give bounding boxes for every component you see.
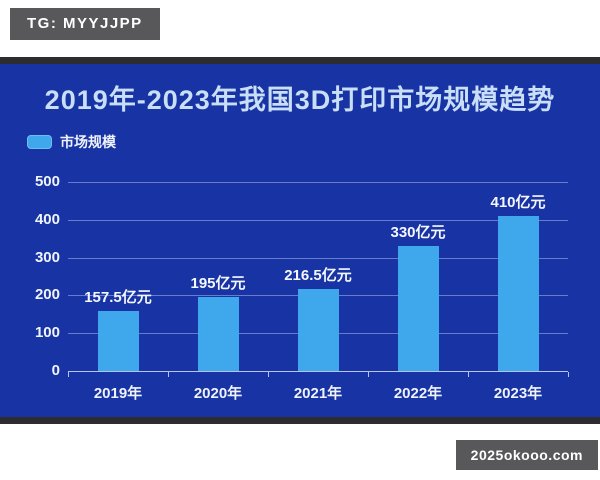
legend: 市场规模 — [27, 132, 116, 152]
chart-title: 2019年-2023年我国3D打印市场规模趋势 — [44, 85, 556, 115]
chart-panel: 2019年-2023年我国3D打印市场规模趋势 市场规模 — [0, 57, 600, 424]
legend-label: 市场规模 — [60, 134, 116, 150]
watermark-top-badge: TG: MYYJJPP — [10, 8, 160, 40]
legend-swatch-icon — [27, 135, 52, 149]
watermark-bottom-badge: 2025okooo.com — [455, 440, 598, 470]
